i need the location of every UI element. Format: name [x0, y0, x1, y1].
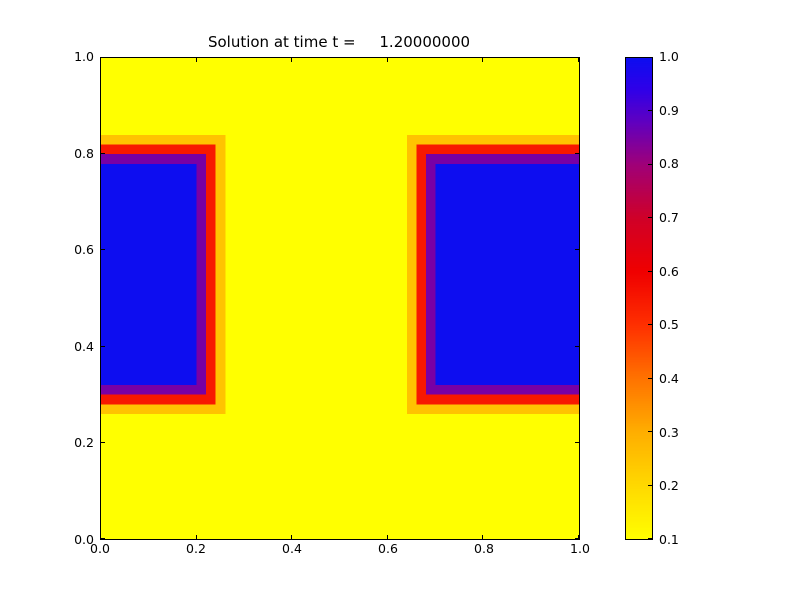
y-tick-label: 0.2 — [74, 435, 94, 451]
colorbar-tick-label: 0.9 — [659, 102, 679, 118]
colorbar-tick-label: 0.6 — [659, 263, 679, 279]
x-tick-label: 1.0 — [570, 541, 590, 556]
colorbar-tick-label: 0.8 — [659, 156, 679, 172]
y-tick-mark — [575, 153, 579, 155]
colorbar-tick-mark — [648, 431, 652, 433]
colorbar-canvas — [626, 58, 652, 539]
x-tick-label: 0.8 — [474, 541, 494, 556]
y-axis-tick-labels: 0.0 0.2 0.4 0.6 0.8 1.0 — [52, 50, 94, 545]
x-tick-mark — [386, 58, 388, 62]
x-tick-mark — [482, 535, 484, 539]
y-tick-mark — [101, 153, 105, 155]
x-tick-mark — [100, 58, 101, 62]
y-tick-mark — [101, 345, 105, 347]
y-tick-mark — [575, 345, 579, 347]
x-tick-mark — [291, 535, 293, 539]
colorbar-tick-label: 0.4 — [659, 370, 679, 386]
x-tick-mark — [195, 58, 197, 62]
x-tick-mark — [195, 535, 197, 539]
colorbar-tick-mark — [648, 57, 652, 58]
y-tick-mark — [101, 441, 105, 443]
colorbar-tick-mark — [648, 110, 652, 112]
y-tick-label: 0.0 — [74, 531, 94, 547]
x-tick-label: 0.0 — [90, 541, 110, 556]
x-tick-label: 0.2 — [186, 541, 206, 556]
colorbar-tick-labels: 1.0 0.9 0.8 0.7 0.6 0.5 0.4 0.3 0.2 0.1 — [659, 50, 699, 545]
y-tick-mark — [101, 538, 105, 539]
y-tick-label: 1.0 — [74, 48, 94, 64]
colorbar-tick-label: 1.0 — [659, 48, 679, 64]
x-tick-label: 0.4 — [282, 541, 302, 556]
y-tick-mark — [575, 538, 579, 539]
y-tick-mark — [575, 249, 579, 251]
y-tick-label: 0.6 — [74, 241, 94, 257]
colorbar-tick-mark — [648, 324, 652, 326]
heatmap-plot-area — [100, 57, 580, 540]
y-tick-mark — [101, 57, 105, 58]
x-tick-mark — [386, 535, 388, 539]
colorbar-tick-label: 0.1 — [659, 531, 679, 547]
colorbar-tick-mark — [648, 217, 652, 219]
x-tick-mark — [291, 58, 293, 62]
colorbar-tick-mark — [648, 538, 652, 539]
colorbar-tick-mark — [648, 163, 652, 165]
colorbar-tick-mark — [648, 377, 652, 379]
colorbar-tick-label: 0.2 — [659, 478, 679, 494]
heatmap-canvas — [101, 58, 579, 539]
colorbar — [625, 57, 653, 540]
colorbar-tick-label: 0.3 — [659, 424, 679, 440]
x-tick-mark — [578, 535, 579, 539]
plot-title: Solution at time t = 1.20000000 — [207, 33, 471, 51]
y-tick-mark — [575, 441, 579, 443]
y-tick-label: 0.8 — [74, 145, 94, 161]
x-tick-mark — [482, 58, 484, 62]
x-axis-tick-labels: 0.0 0.2 0.4 0.6 0.8 1.0 — [90, 541, 590, 561]
y-tick-mark — [101, 249, 105, 251]
x-tick-mark — [578, 58, 579, 62]
y-tick-label: 0.4 — [74, 338, 94, 354]
colorbar-tick-label: 0.7 — [659, 209, 679, 225]
x-tick-label: 0.6 — [378, 541, 398, 556]
colorbar-tick-mark — [648, 484, 652, 486]
colorbar-tick-label: 0.5 — [659, 317, 679, 333]
y-tick-mark — [575, 57, 579, 58]
colorbar-tick-mark — [648, 270, 652, 272]
x-tick-mark — [100, 535, 101, 539]
